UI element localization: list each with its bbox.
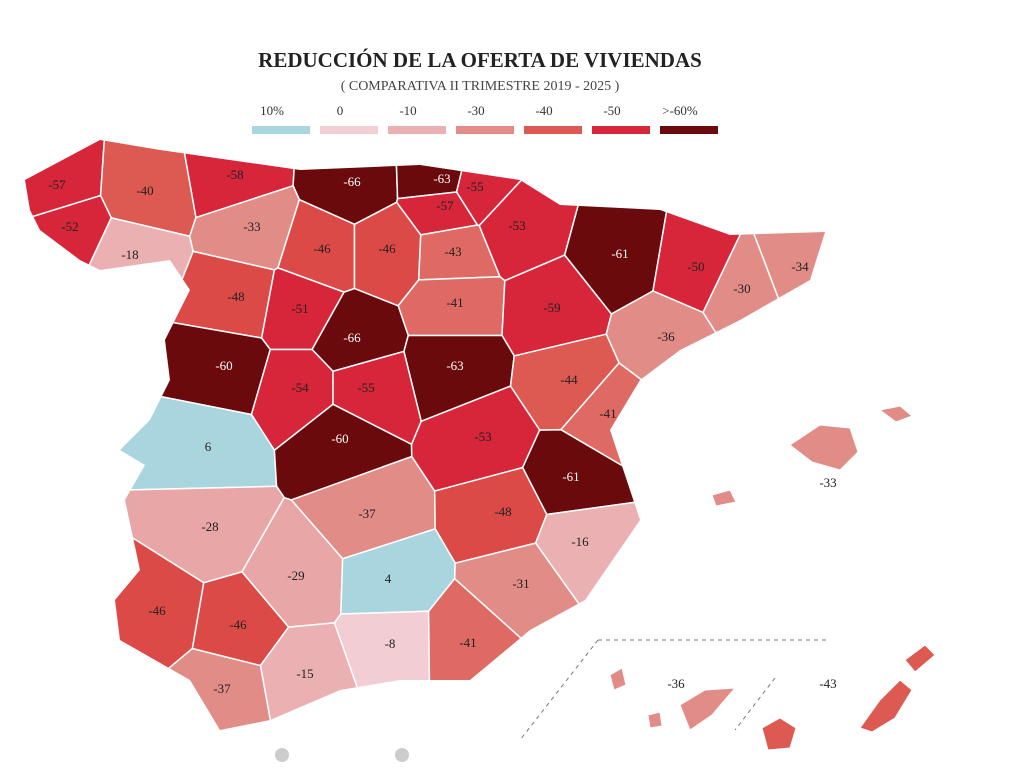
region-label: -28 (201, 519, 218, 534)
region (761, 717, 797, 751)
region (259, 622, 387, 730)
region-label: -29 (287, 568, 304, 583)
region (679, 687, 737, 731)
legend-label: -30 (467, 103, 484, 118)
region (904, 644, 936, 673)
region-label: -34 (791, 259, 809, 274)
region-label: -48 (494, 504, 511, 519)
region-label: 4 (385, 571, 392, 586)
region-label: -59 (543, 300, 560, 315)
region (647, 711, 663, 729)
region (747, 140, 825, 675)
legend-swatch (592, 126, 650, 134)
region-label: -37 (213, 681, 231, 696)
legend-label: -40 (535, 103, 552, 118)
region-label: -66 (343, 330, 361, 345)
region-label: -58 (226, 167, 243, 182)
region-label: -51 (291, 301, 308, 316)
region-label: -41 (599, 406, 616, 421)
legend-label: 10% (260, 103, 284, 118)
region-label: -43 (819, 676, 836, 691)
region (333, 610, 432, 730)
title: REDUCCIÓN DE LA OFERTA DE VIVIENDAS (258, 48, 702, 72)
region-label: 6 (205, 439, 212, 454)
region-label: -40 (136, 183, 153, 198)
region-label: -16 (571, 534, 589, 549)
mainland (25, 140, 825, 730)
legend-swatch (660, 126, 718, 134)
region-label: -36 (667, 676, 685, 691)
region-label: -46 (148, 603, 166, 618)
legend-swatch (524, 126, 582, 134)
region-label: -52 (61, 219, 78, 234)
region (99, 140, 197, 238)
region-label: -8 (385, 636, 396, 651)
subtitle: ( COMPARATIVA II TRIMESTRE 2019 - 2025 ) (341, 79, 620, 94)
labels: -57 -40 -58 -66 -63 -55 -57 -53 -52 -18 -33 -46 -46 -… (48, 167, 836, 696)
region-label: -41 (459, 635, 476, 650)
region (878, 405, 913, 423)
region-label: -55 (466, 179, 483, 194)
region-label: -18 (121, 247, 138, 262)
region-label: -30 (733, 281, 750, 296)
region-label: -53 (474, 429, 491, 444)
region-label: -33 (243, 219, 260, 234)
region-label: -46 (313, 241, 331, 256)
region-label: -63 (446, 358, 463, 373)
legend-label: 0 (337, 103, 344, 118)
region-label: -46 (229, 617, 247, 632)
region (25, 194, 113, 427)
region-label: -50 (687, 259, 704, 274)
legend-swatch (320, 126, 378, 134)
region-label: -46 (378, 241, 396, 256)
legend-label: -50 (603, 103, 620, 118)
region-label: -36 (657, 329, 675, 344)
region-label: -48 (227, 289, 244, 304)
region-label: -55 (357, 380, 374, 395)
legend-label: -10 (399, 103, 416, 118)
dot (395, 748, 409, 762)
region-label: -57 (48, 177, 66, 192)
region-label: -37 (358, 506, 376, 521)
region-label: -44 (560, 372, 578, 387)
region-label: -54 (291, 380, 309, 395)
islands (609, 405, 936, 751)
region-label: -66 (343, 174, 361, 189)
canarias-frame (519, 639, 830, 741)
region-label: -63 (433, 171, 450, 186)
region-label: -57 (436, 198, 454, 213)
region (609, 667, 627, 691)
region-label: -33 (819, 475, 836, 490)
region (789, 424, 859, 471)
region-label: -41 (446, 295, 463, 310)
region-label: -15 (296, 666, 313, 681)
region-label: -61 (611, 246, 628, 261)
legend-label: >-60% (662, 103, 698, 118)
region (47, 647, 280, 730)
region (859, 679, 913, 733)
region (711, 489, 737, 507)
region-label: -31 (512, 576, 529, 591)
dot (275, 748, 289, 762)
region-label: -61 (562, 469, 579, 484)
region (25, 216, 194, 414)
region-label: -53 (508, 218, 525, 233)
region-label: -60 (215, 358, 232, 373)
region-label: -43 (444, 244, 461, 259)
legend-swatch (456, 126, 514, 134)
legend-swatch (388, 126, 446, 134)
legend-swatch (252, 126, 310, 134)
region-label: -60 (331, 431, 348, 446)
